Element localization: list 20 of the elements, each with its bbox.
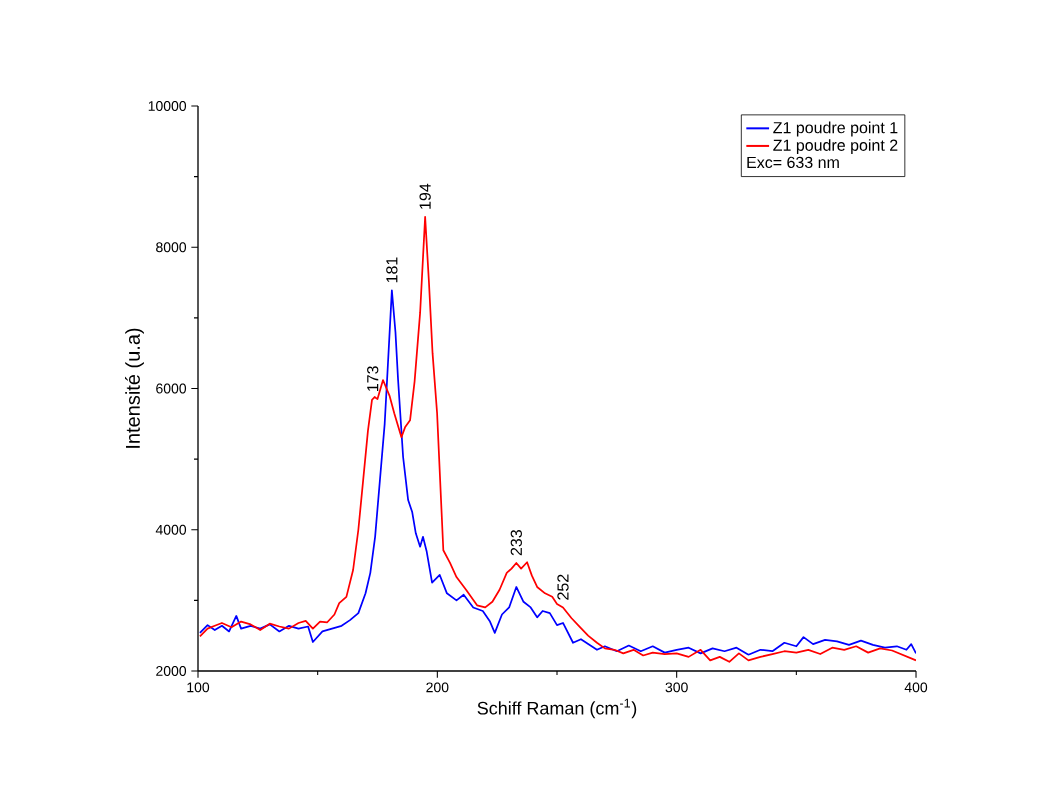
x-axis-title: Schiff Raman (cm$^{-1}$) — [477, 698, 637, 719]
annotation: 173 — [367, 366, 379, 391]
y-tick-label: 10000 — [148, 101, 187, 111]
annotation: 181 — [386, 257, 398, 283]
x-tick-label: 200 — [426, 682, 449, 693]
legend-label: Z1 poudre point 2 — [773, 139, 898, 155]
y-tick-label: 8000 — [156, 242, 187, 253]
x-tick-label: 300 — [665, 682, 688, 693]
y-tick-label: 2000 — [156, 666, 187, 676]
line-series — [199, 289, 917, 656]
y-tick-label: 4000 — [155, 524, 187, 535]
annotation: 252 — [557, 574, 569, 600]
x-tick-label: 400 — [904, 682, 928, 693]
x-tick-label: 100 — [187, 682, 210, 693]
y-tick-label: 6000 — [156, 383, 187, 394]
y-axis-title: Intensité (u.a) — [125, 328, 144, 448]
annotation: 233 — [510, 530, 522, 556]
annotation: 194 — [419, 183, 431, 209]
annotation: Exc= 633 nm — [747, 156, 839, 169]
legend-label: Z1 poudre point 1 — [773, 121, 898, 137]
